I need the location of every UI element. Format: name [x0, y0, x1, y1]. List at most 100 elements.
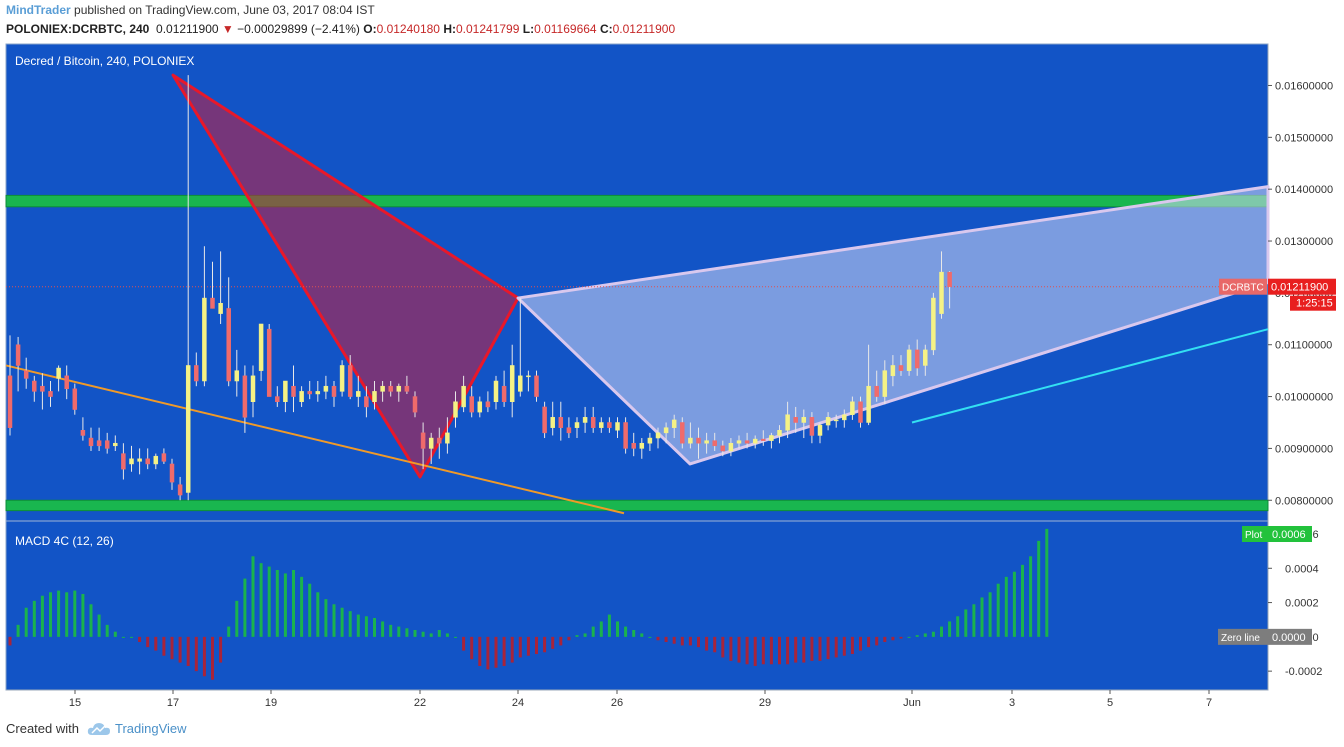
macd-bar[interactable]	[915, 635, 919, 637]
candle[interactable]	[842, 409, 847, 428]
candle[interactable]	[526, 370, 531, 392]
candle[interactable]	[558, 401, 564, 441]
macd-bar[interactable]	[956, 616, 960, 637]
macd-bar[interactable]	[526, 636, 530, 656]
macd-bar[interactable]	[65, 592, 69, 637]
candle[interactable]	[7, 335, 13, 436]
macd-bar[interactable]	[842, 636, 846, 656]
macd-bar[interactable]	[931, 631, 935, 637]
macd-bar[interactable]	[332, 604, 336, 637]
candle[interactable]	[404, 375, 410, 394]
macd-bar[interactable]	[688, 636, 692, 646]
candle[interactable]	[785, 401, 790, 439]
macd-bar[interactable]	[656, 636, 660, 641]
tradingview-brand[interactable]: TradingView	[114, 721, 187, 736]
candle[interactable]	[671, 414, 677, 439]
macd-bar[interactable]	[729, 636, 733, 661]
candle[interactable]	[582, 406, 588, 433]
candle[interactable]	[590, 406, 596, 433]
macd-bar[interactable]	[972, 604, 976, 637]
macd-bar[interactable]	[859, 636, 862, 651]
candle[interactable]	[461, 375, 466, 413]
candle[interactable]	[639, 438, 645, 459]
macd-bar[interactable]	[1037, 540, 1041, 637]
macd-bar[interactable]	[348, 611, 352, 637]
macd-bar[interactable]	[551, 636, 555, 649]
candle[interactable]	[947, 271, 952, 309]
macd-bar[interactable]	[356, 614, 360, 637]
candle[interactable]	[202, 246, 207, 387]
candle[interactable]	[817, 422, 823, 444]
candle[interactable]	[850, 396, 855, 420]
candle[interactable]	[615, 417, 620, 439]
candle[interactable]	[777, 425, 782, 444]
macd-bar[interactable]	[138, 636, 142, 642]
candle[interactable]	[356, 375, 361, 407]
macd-bar[interactable]	[721, 636, 725, 658]
candle[interactable]	[113, 435, 118, 452]
candle[interactable]	[48, 381, 53, 407]
candle[interactable]	[23, 357, 29, 389]
candle[interactable]	[833, 414, 839, 428]
candle[interactable]	[882, 360, 888, 405]
candle[interactable]	[299, 386, 304, 407]
macd-bar[interactable]	[340, 607, 344, 637]
macd-bar[interactable]	[1029, 556, 1033, 637]
candle[interactable]	[153, 453, 159, 470]
macd-bar[interactable]	[89, 604, 93, 637]
macd-bar[interactable]	[648, 636, 652, 638]
macd-bar[interactable]	[478, 636, 482, 666]
candle[interactable]	[72, 383, 78, 415]
macd-bar[interactable]	[16, 624, 20, 637]
candle[interactable]	[720, 440, 726, 457]
candle[interactable]	[769, 432, 774, 449]
candle[interactable]	[437, 427, 442, 459]
macd-bar[interactable]	[786, 636, 790, 665]
macd-bar[interactable]	[73, 590, 77, 637]
tradingview-link[interactable]: TradingView	[87, 721, 187, 736]
macd-bar[interactable]	[381, 621, 385, 637]
macd-bar[interactable]	[283, 573, 287, 637]
candle[interactable]	[145, 448, 150, 470]
macd-bar[interactable]	[170, 636, 174, 660]
candle[interactable]	[469, 386, 474, 418]
macd-bar[interactable]	[194, 636, 198, 672]
macd-bar[interactable]	[292, 570, 295, 637]
macd-bar[interactable]	[1045, 528, 1049, 637]
macd-bar[interactable]	[616, 621, 619, 637]
macd-bar[interactable]	[227, 626, 231, 637]
macd-bar[interactable]	[802, 636, 806, 663]
candle[interactable]	[129, 445, 134, 472]
red-triangle-pattern[interactable]	[171, 73, 520, 479]
candle[interactable]	[858, 396, 863, 428]
candle[interactable]	[631, 432, 636, 457]
candle[interactable]	[121, 443, 126, 480]
candle[interactable]	[185, 75, 191, 501]
candle[interactable]	[364, 386, 369, 418]
macd-bar[interactable]	[672, 636, 676, 644]
candle[interactable]	[339, 360, 345, 397]
macd-bar[interactable]	[494, 636, 498, 668]
macd-bar[interactable]	[113, 631, 117, 637]
macd-bar[interactable]	[389, 624, 393, 637]
candle[interactable]	[874, 370, 879, 402]
candle[interactable]	[323, 375, 329, 400]
macd-bar[interactable]	[316, 592, 320, 637]
candle[interactable]	[380, 381, 385, 402]
candle[interactable]	[574, 417, 580, 439]
macd-bar[interactable]	[462, 636, 466, 651]
macd-bar[interactable]	[502, 636, 506, 666]
macd-bar[interactable]	[883, 636, 887, 642]
macd-bar[interactable]	[753, 636, 757, 666]
candle[interactable]	[80, 417, 86, 441]
macd-bar[interactable]	[875, 636, 879, 646]
candle[interactable]	[736, 435, 742, 449]
candle[interactable]	[809, 412, 815, 444]
candle[interactable]	[931, 292, 936, 356]
candle[interactable]	[704, 432, 709, 454]
candle[interactable]	[939, 251, 944, 319]
candle[interactable]	[194, 352, 199, 387]
macd-bar[interactable]	[413, 630, 417, 637]
candle[interactable]	[696, 427, 701, 459]
macd-bar[interactable]	[130, 636, 133, 638]
